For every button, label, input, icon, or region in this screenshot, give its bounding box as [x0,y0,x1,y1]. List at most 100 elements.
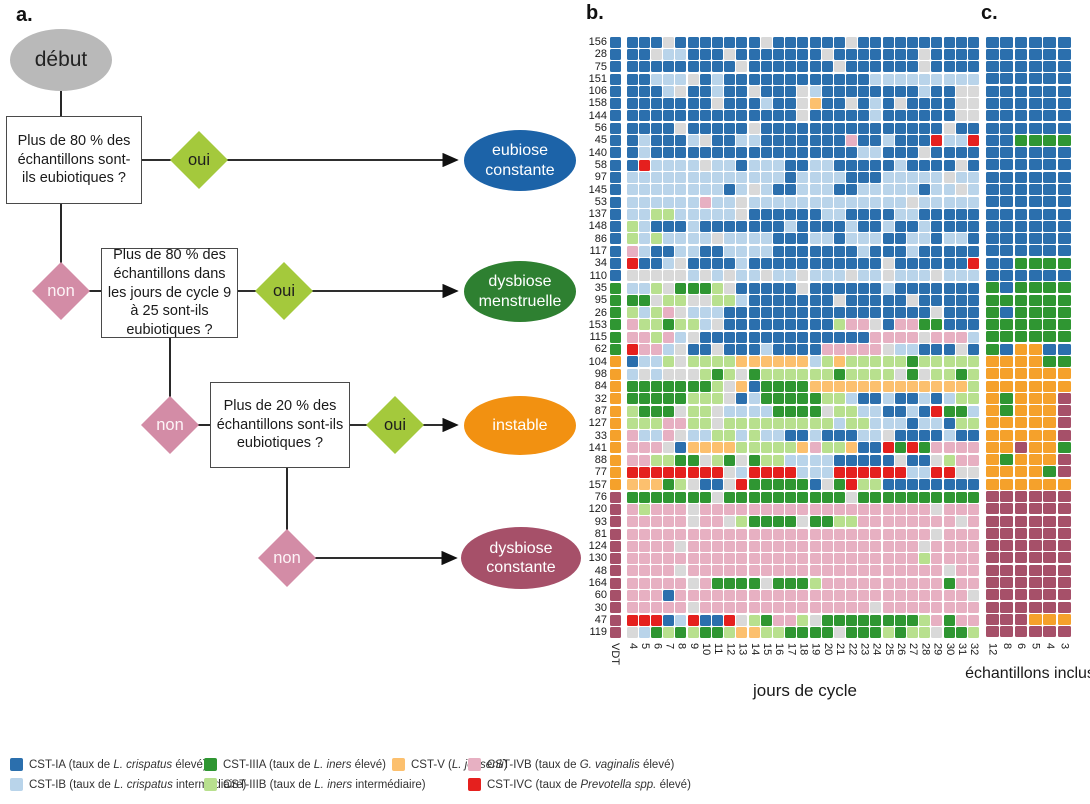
heatmap-cell [736,417,748,429]
heatmap-cell [955,590,967,601]
heatmap-cell [724,270,736,282]
row-label: 124 [588,540,607,553]
heatmap-cell [955,380,967,392]
heatmap-cell [736,73,748,85]
heatmap-cell [919,430,931,442]
heatmap-cell [760,85,772,97]
heatmap-cell [1043,220,1057,232]
heatmap-cell [797,380,809,392]
heatmap-cell [675,344,687,356]
heatmap-cell [858,565,870,577]
heatmap-cell [663,159,675,171]
heatmap-cell [699,442,711,454]
heatmap-cell [675,159,687,171]
heatmap-cell [1000,294,1013,306]
heatmap-cell [785,368,797,380]
heatmap-cell [821,257,833,269]
legend-swatch-F [468,758,481,771]
heatmap-cell [760,454,772,466]
heatmap-row-88: 88 [583,454,980,466]
heatmap-cell [675,61,687,73]
heatmap-cell [809,122,821,134]
heatmap-cell [882,540,894,552]
row-label: 33 [594,429,607,442]
heatmap-cell [1028,589,1042,601]
heatmap-cell [748,553,760,565]
outcome-menstruelle-label: dysbiose menstruelle [478,273,562,310]
heatmap-cell [1028,441,1042,453]
heatmap-cell [1043,294,1057,306]
heatmap-row-157: 157 [583,479,980,491]
heatmap-cell [1000,515,1013,527]
heatmap-cell [609,233,621,245]
heatmap-cell [907,626,918,638]
heatmap-cell [967,184,979,196]
heatmap-cell [833,590,845,601]
heatmap-cell [846,307,858,319]
heatmap-cell [1057,380,1071,392]
heatmap-cell [931,233,943,245]
heatmap-cell [675,233,687,245]
heatmap-cell [985,73,999,85]
heatmap-cell [894,282,906,294]
heatmap-cell [1057,540,1071,552]
heatmap-cell [833,245,845,257]
heatmap-cell [846,135,858,147]
heatmap-cell [638,135,650,147]
heatmap-cell [760,380,772,392]
heatmap-cell [736,48,748,60]
panel-label-b: b. [586,2,604,24]
heatmap-cell [651,553,663,565]
heatmap-cell [687,135,699,147]
heatmap-cell [882,442,894,454]
heatmap-cell [882,528,894,540]
heatmap-cell [894,479,906,491]
heatmap-cell [785,553,797,565]
heatmap-cell [663,110,675,122]
heatmap-cell [675,417,687,429]
heatmap-cell [833,454,845,466]
heatmap-cell [699,553,711,565]
heatmap-cell [931,516,943,528]
heatmap-cell [846,208,858,220]
heatmap-cell [772,565,784,577]
heatmap-cell [626,48,638,60]
heatmap-row-158 [985,97,1071,110]
heatmap-cell [985,601,999,613]
heatmap-cell [858,73,870,85]
heatmap-cell [955,344,967,356]
heatmap-cell [1028,159,1042,171]
question-2-box: Plus de 80 % des échantillons dans les j… [101,247,238,338]
heatmap-cell [609,590,621,601]
heatmap-cell [609,516,621,528]
heatmap-cell [736,36,748,48]
heatmap-cell [943,565,955,577]
heatmap-cell [699,368,711,380]
heatmap-cell [846,368,858,380]
heatmap-cell [687,184,699,196]
heatmap-cell [955,184,967,196]
heatmap-cell [1057,503,1071,515]
heatmap-cell [785,540,797,552]
heatmap-cell [785,491,797,503]
heatmap-cell [724,110,736,122]
heatmap-cell [907,454,918,466]
heatmap-cell [809,221,821,233]
heatmap-cell [1014,527,1028,539]
heatmap-cell [1014,503,1028,515]
heatmap-cell [712,590,723,601]
heatmap-cell [955,245,967,257]
heatmap-cell [724,73,736,85]
heatmap-cell [809,565,821,577]
row-label: 158 [588,97,607,110]
heatmap-cell [785,331,797,343]
heatmap-cell [931,48,943,60]
heatmap-cell [724,467,736,479]
heatmap-cell [985,282,999,294]
heatmap-cell [760,356,772,368]
legend-group-jensenii: CST-V (L. jensenii) [392,758,508,771]
heatmap-cell [748,85,760,97]
heatmap-cell [1057,355,1071,367]
outcome-dysbiose-menstruelle: dysbiose menstruelle [464,261,576,322]
heatmap-cell [626,417,638,429]
